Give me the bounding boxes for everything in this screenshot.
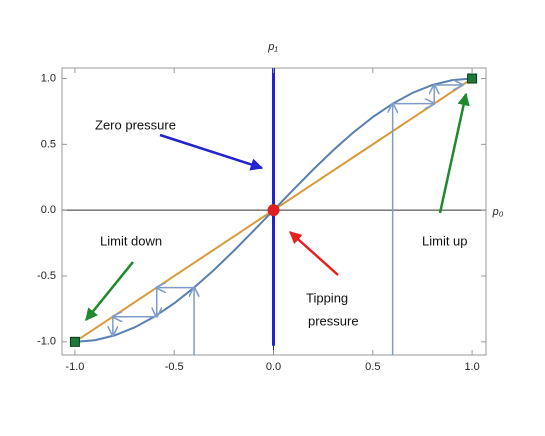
y-tick-label: 0.5 — [41, 138, 56, 150]
x-tick-label: 0.5 — [365, 361, 380, 373]
x-tick-label: -1.0 — [65, 361, 84, 373]
annotation: Limit up — [422, 233, 468, 248]
x-tick-label: 1.0 — [464, 361, 479, 373]
annotation-arrow — [438, 92, 470, 214]
y-axis-label: p₁ — [267, 41, 278, 53]
x-tick-label: -0.5 — [165, 361, 184, 373]
annotation-arrow — [159, 133, 264, 171]
point — [69, 336, 80, 347]
annotation-arrow — [289, 231, 339, 276]
annotation: Tipping — [306, 290, 348, 305]
x-axis-label: p₀ — [492, 206, 504, 218]
y-tick-label: 0.0 — [41, 204, 56, 216]
y-tick-label: -0.5 — [37, 270, 56, 282]
y-tick-label: 1.0 — [41, 72, 56, 84]
annotation: Zero pressure — [95, 117, 176, 132]
y-tick-label: -1.0 — [37, 336, 56, 348]
annotation: Limit down — [100, 233, 162, 248]
annotation: pressure — [308, 313, 359, 328]
x-tick-label: 0.0 — [266, 361, 281, 373]
point — [467, 73, 478, 84]
annotation-arrow — [85, 261, 134, 321]
point — [267, 204, 280, 217]
